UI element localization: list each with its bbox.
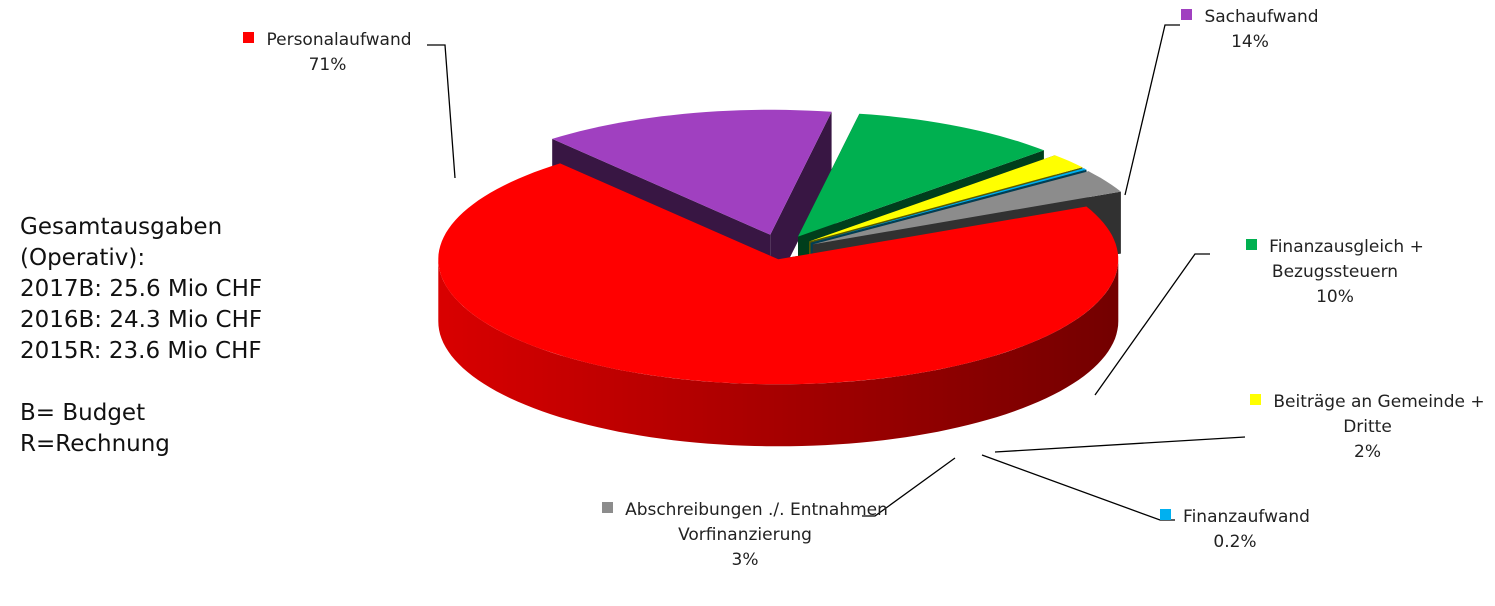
legend-swatch [1160,509,1172,520]
value-label: 71% [308,55,347,75]
annotation: Gesamtausgaben (Operativ): 2017B: 25.6 Mio… [20,212,262,460]
category-name: Personalaufwand [266,30,412,50]
category-name: Finanzausgleich + Bezugssteuern [1269,237,1424,282]
leader-line [994,436,1246,453]
leader-line [981,454,1175,521]
category-name: Abschreibungen ./. Entnahmen Vorfinanzie… [625,500,888,545]
slice-label: Beiträge an Gemeinde + Dritte 2% [1240,390,1495,465]
legend-swatch [1246,239,1258,250]
slice-side [770,111,832,297]
value-label: 0.2% [1213,532,1257,552]
category-name: Sachaufwand [1204,7,1319,27]
category-name: Beiträge an Gemeinde + Dritte [1273,392,1485,437]
category-name: Finanzaufwand [1183,507,1310,527]
value-label: 3% [731,550,759,570]
slice [798,113,1044,237]
slice [552,109,832,235]
slice-label: Sachaufwand 14% [1170,5,1330,55]
slice-label: Personalaufwand 71% [205,28,450,78]
legend-swatch [243,32,255,43]
leader-line [862,457,956,517]
slice-wall [438,259,1119,447]
slice [809,155,1083,242]
slice [812,171,1121,245]
annotation-line [20,367,262,398]
annotation-line: R=Rechnung [20,431,170,457]
legend-swatch [1250,394,1262,405]
value-label: 14% [1231,32,1269,52]
slice [810,168,1087,243]
annotation-line: (Operativ): [20,245,146,271]
value-label: 2% [1354,442,1381,462]
legend-swatch [1181,9,1193,20]
leader-line [1094,253,1210,396]
slice-label: Abschreibungen ./. Entnahmen Vorfinanzie… [600,498,890,573]
annotation-line: 2017B: 25.6 Mio CHF [20,276,263,302]
annotation-line: B= Budget [20,400,146,426]
legend-swatch [602,502,614,513]
leader-line [1124,24,1180,196]
value-label: 10% [1316,287,1354,307]
slice-label: Finanzausgleich + Bezugssteuern 10% [1195,235,1475,310]
leader-line [427,44,456,179]
slice [438,163,1119,385]
slice-label: Finanzaufwand 0.2% [1150,505,1320,555]
annotation-line: 2015R: 23.6 Mio CHF [20,338,262,364]
annotation-line: 2016B: 24.3 Mio CHF [20,307,263,333]
annotation-line: Gesamtausgaben [20,214,223,240]
